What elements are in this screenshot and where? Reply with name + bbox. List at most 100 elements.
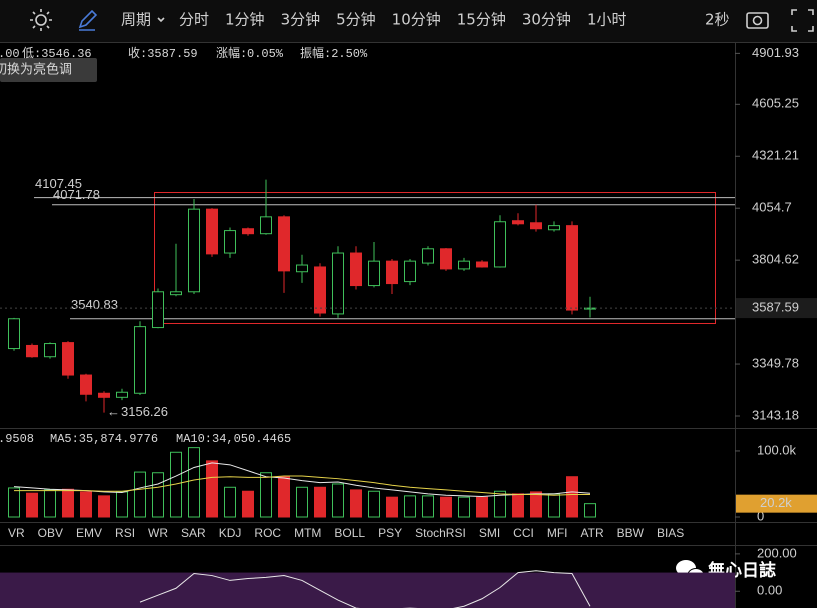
y-tick-label: 4054.7 <box>752 200 792 215</box>
candle-body <box>350 252 362 287</box>
last-volume-box <box>736 494 817 513</box>
candle-body <box>206 208 218 255</box>
caret <box>157 17 165 23</box>
indicator-tab[interactable]: KDJ <box>219 526 242 540</box>
camera-icon[interactable] <box>746 12 769 29</box>
volume-bar <box>278 476 290 518</box>
volume-bar <box>368 490 380 518</box>
indicator-tab[interactable]: WR <box>148 526 168 540</box>
info-item: .00 <box>0 47 20 61</box>
interval-menu[interactable]: 周期 <box>121 11 151 29</box>
fullscreen-icon[interactable] <box>791 9 814 32</box>
volume-legend: MA5:35,874.9776 <box>50 432 158 446</box>
y-tick-label: 4901.93 <box>752 45 799 60</box>
candle-body <box>422 248 434 264</box>
layer <box>0 570 735 608</box>
candle-body <box>566 225 578 311</box>
price-line-label: 4107.45 <box>35 176 82 191</box>
y-tick-label: 3143.18 <box>752 407 799 422</box>
ma-line <box>13 462 591 498</box>
info-item: 低:3546.36 <box>22 46 92 61</box>
interval-tab[interactable]: 30分钟 <box>522 11 571 29</box>
y-tick-label: 100.0k <box>757 442 797 457</box>
candle-body <box>188 208 200 293</box>
volume-bar <box>422 495 434 518</box>
candle-body <box>98 392 110 398</box>
interval-tab[interactable]: 1小时 <box>587 11 627 29</box>
indicator-tab[interactable]: CCI <box>513 526 534 540</box>
ma-line <box>14 475 591 496</box>
volume-bar <box>224 486 236 518</box>
volume-bar <box>80 491 92 518</box>
indicator-tab[interactable]: BIAS <box>657 526 684 540</box>
y-tick-label: 200.00 <box>757 545 797 560</box>
candle-body <box>404 260 416 283</box>
candle-body <box>548 225 560 231</box>
y-tick-label: 0.00 <box>757 583 782 598</box>
volume-bar <box>260 472 272 518</box>
refresh-rate[interactable]: 2秒 <box>705 11 730 29</box>
interval-tab[interactable]: 10分钟 <box>392 11 441 29</box>
candle-body <box>242 228 254 235</box>
candle-body <box>26 344 38 358</box>
interval-tab[interactable]: 5分钟 <box>336 11 376 29</box>
theme-icon[interactable] <box>35 14 47 26</box>
volume-bar <box>512 493 524 518</box>
candle-body <box>116 391 128 398</box>
camera-lens <box>752 15 763 26</box>
draw-icon[interactable] <box>78 9 98 31</box>
indicator-tab[interactable]: ROC <box>254 526 281 540</box>
panel-frames <box>0 42 817 608</box>
volume-bar <box>530 491 542 518</box>
candle-body <box>62 342 74 376</box>
indicator-tab[interactable]: BBW <box>617 526 645 540</box>
candle-body <box>134 326 146 394</box>
selection-box[interactable] <box>154 192 716 324</box>
candle-body <box>224 230 236 254</box>
interval-tab[interactable]: 3分钟 <box>281 11 321 29</box>
info-item: 涨幅: <box>216 45 247 61</box>
indicator-tab[interactable]: SMI <box>479 526 500 540</box>
candle-body <box>296 264 308 273</box>
indicator-tab[interactable]: OBV <box>38 526 63 540</box>
indicator-tab[interactable]: MTM <box>294 526 321 540</box>
candle-body <box>278 216 290 272</box>
volume-bar <box>314 486 326 518</box>
interval-tab[interactable]: 分时 <box>179 11 209 29</box>
tooltip: 切换为亮色调 <box>0 62 72 78</box>
volume-bar <box>494 490 506 518</box>
volume-bar <box>458 496 470 518</box>
volume-bar <box>548 493 560 518</box>
volume-bar <box>584 503 596 518</box>
candle-body <box>494 221 506 268</box>
candle-body <box>530 222 542 230</box>
interval-tab[interactable]: 15分钟 <box>457 11 506 29</box>
info-item: 0.05% <box>247 47 284 61</box>
indicator-tab[interactable]: MFI <box>547 526 568 540</box>
indicator-tab[interactable]: ATR <box>581 526 604 540</box>
indicator-tab[interactable]: SAR <box>181 526 206 540</box>
price-line-label: 3540.83 <box>71 297 118 312</box>
indicator-tab[interactable]: BOLL <box>334 526 365 540</box>
low-marker: 3156.26 <box>121 404 168 419</box>
y-tick-label: 0 <box>757 508 764 523</box>
candle-body <box>80 374 92 395</box>
indicator-tab[interactable]: EMV <box>76 526 102 540</box>
y-tick-label: 3804.62 <box>752 252 799 267</box>
candle-body <box>170 291 182 296</box>
indicator-tab[interactable]: VR <box>8 526 25 540</box>
indicator-tab[interactable]: PSY <box>378 526 402 540</box>
toolbar-icons <box>30 9 814 32</box>
volume-bar <box>242 490 254 518</box>
volume-bar <box>62 488 74 518</box>
indicator-tab[interactable]: StochRSI <box>415 526 466 540</box>
volume-bar <box>98 495 110 518</box>
indicator-band <box>0 572 735 608</box>
indicator-tab[interactable]: RSI <box>115 526 135 540</box>
volume-bar <box>134 471 146 518</box>
volume-legend: .9508 <box>0 432 34 446</box>
interval-tab[interactable]: 1分钟 <box>225 11 265 29</box>
volume-bar <box>206 460 218 518</box>
